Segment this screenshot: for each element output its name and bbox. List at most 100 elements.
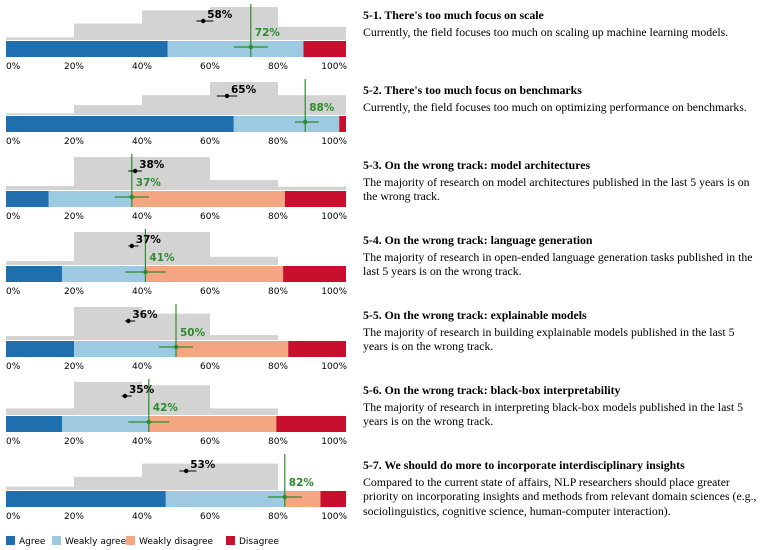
x-tick-label: 100% xyxy=(321,362,347,372)
legend-swatch-disagree xyxy=(226,536,235,545)
actual-point xyxy=(173,344,179,350)
actual-point xyxy=(143,269,148,275)
histogram-bin xyxy=(142,232,210,265)
x-tick-label: 60% xyxy=(200,362,220,372)
legend-label-weakly-disagree: Weakly disagree xyxy=(139,537,213,547)
x-tick-label: 20% xyxy=(64,137,84,147)
panel-5-4: 41% 37% 0% 20% 40% 60% 80% 100% xyxy=(6,229,347,297)
predicted-label: 65% xyxy=(231,84,257,96)
predicted-label: 35% xyxy=(129,384,155,396)
actual-point xyxy=(303,119,308,125)
panel-5-3: 37% 38% 0% 20% 40% 60% 80% 100% xyxy=(6,154,347,222)
histogram-bin xyxy=(6,336,74,340)
statement-title: 5-6. On the wrong track: black-box inter… xyxy=(363,383,621,397)
statement-text: Currently, the field focuses too much on… xyxy=(363,24,729,39)
x-tick-label: 40% xyxy=(132,287,152,297)
statement-5-3: 5-3. On the wrong track: model architect… xyxy=(363,158,759,204)
bar-segment-agree xyxy=(6,341,74,357)
histogram-bin xyxy=(6,37,74,40)
legend-label-disagree: Disagree xyxy=(239,537,279,547)
histogram-bin xyxy=(74,157,142,190)
x-tick-label: 60% xyxy=(200,437,220,447)
bar-segment-agree xyxy=(6,191,49,207)
bar-segment-disagree xyxy=(303,41,346,57)
histogram-bin xyxy=(278,186,346,190)
histogram-bin xyxy=(74,307,142,340)
predicted-label: 36% xyxy=(132,309,158,321)
x-tick-label: 20% xyxy=(64,287,84,297)
statement-text: The majority of research in building exp… xyxy=(363,324,735,354)
statement-title: 5-1. There's too much focus on scale xyxy=(363,8,544,22)
x-tick-label: 0% xyxy=(6,362,21,372)
bar-segment-agree xyxy=(6,41,168,57)
statement-title: 5-2. There's too much focus on benchmark… xyxy=(363,83,582,97)
x-tick-label: 100% xyxy=(321,62,347,72)
x-tick-label: 40% xyxy=(132,362,152,372)
statement-5-6: 5-6. On the wrong track: black-box inter… xyxy=(363,383,759,429)
panel-5-1: 72% 58% 0% 20% 40% 60% 80% 100% xyxy=(6,4,347,72)
actual-point xyxy=(129,194,134,200)
bar-segment-agree xyxy=(6,116,234,132)
x-tick-label: 0% xyxy=(6,512,21,522)
x-tick-label: 40% xyxy=(132,512,152,522)
bar-segment-disagree xyxy=(283,266,346,282)
x-tick-label: 20% xyxy=(64,512,84,522)
actual-point xyxy=(248,44,253,50)
legend-swatch-weakly-agree xyxy=(52,536,61,545)
x-tick-label: 40% xyxy=(132,437,152,447)
statement-text: The majority of research on model archit… xyxy=(363,174,750,204)
x-tick-label: 60% xyxy=(200,212,220,222)
statement-5-2: 5-2. There's too much focus on benchmark… xyxy=(363,83,759,114)
x-tick-label: 60% xyxy=(200,62,220,72)
actual-label: 42% xyxy=(153,402,179,414)
statement-title: 5-4. On the wrong track: language genera… xyxy=(363,233,593,247)
bar-segment-weakly-agree xyxy=(165,491,285,507)
bar-segment-disagree xyxy=(339,116,346,132)
actual-label: 41% xyxy=(149,252,175,264)
x-tick-label: 80% xyxy=(268,437,288,447)
actual-label: 50% xyxy=(180,327,206,339)
bar-segment-disagree xyxy=(288,341,346,357)
histogram-bin xyxy=(210,408,278,415)
actual-point xyxy=(146,419,151,425)
x-tick-label: 20% xyxy=(64,362,84,372)
x-tick-label: 20% xyxy=(64,62,84,72)
x-tick-label: 20% xyxy=(64,212,84,222)
histogram-bin xyxy=(74,232,142,265)
x-tick-label: 20% xyxy=(64,437,84,447)
histogram-bin xyxy=(6,186,74,190)
histogram-bin xyxy=(74,23,142,40)
statement-text: Compared to the current state of affairs… xyxy=(363,474,757,518)
bar-segment-weakly-agree xyxy=(74,341,176,357)
bar-segment-disagree xyxy=(284,191,346,207)
predicted-point xyxy=(201,18,206,24)
statement-title: 5-3. On the wrong track: model architect… xyxy=(363,158,591,172)
x-tick-label: 100% xyxy=(321,212,347,222)
histogram-bin xyxy=(278,95,346,115)
actual-label: 88% xyxy=(309,102,335,114)
x-tick-label: 60% xyxy=(200,137,220,147)
statement-title: 5-5. On the wrong track: explainable mod… xyxy=(363,308,587,322)
bar-segment-weakly-disagree xyxy=(131,191,285,207)
x-tick-label: 100% xyxy=(321,512,347,522)
statement-5-4: 5-4. On the wrong track: language genera… xyxy=(363,233,759,279)
statement-5-5: 5-5. On the wrong track: explainable mod… xyxy=(363,308,759,354)
bar-segment-weakly-agree xyxy=(62,416,149,432)
legend: Agree Weakly agree Weakly disagree Disagree xyxy=(6,536,279,547)
histogram-bin xyxy=(210,7,278,40)
x-tick-label: 80% xyxy=(268,137,288,147)
histogram-bin xyxy=(74,105,142,115)
histogram-bin xyxy=(278,26,346,40)
statement-5-1: 5-1. There's too much focus on scale Curr… xyxy=(363,8,759,39)
histogram-bin xyxy=(74,476,142,490)
x-tick-label: 100% xyxy=(321,437,347,447)
statement-text: The majority of research in interpreting… xyxy=(363,399,744,429)
x-tick-label: 80% xyxy=(268,362,288,372)
predicted-point xyxy=(184,468,189,474)
bar-segment-disagree xyxy=(276,416,346,432)
x-tick-label: 0% xyxy=(6,437,21,447)
histogram-bin xyxy=(6,261,74,265)
predicted-point xyxy=(129,243,134,249)
statement-5-7: 5-7. We should do more to incorporate in… xyxy=(363,458,759,518)
statement-text: The majority of research in open-ended l… xyxy=(363,249,753,279)
